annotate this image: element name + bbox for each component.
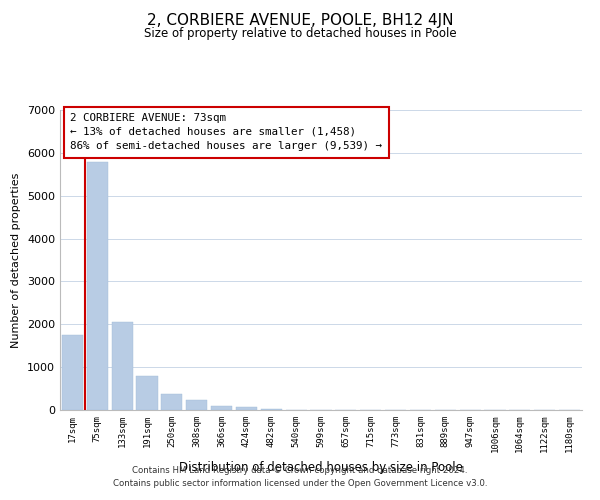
Text: Size of property relative to detached houses in Poole: Size of property relative to detached ho…	[143, 28, 457, 40]
Bar	[211, 406, 232, 410]
Bar	[87, 162, 108, 410]
Text: 2 CORBIERE AVENUE: 73sqm
← 13% of detached houses are smaller (1,458)
86% of sem: 2 CORBIERE AVENUE: 73sqm ← 13% of detach…	[70, 113, 382, 151]
Text: 2, CORBIERE AVENUE, POOLE, BH12 4JN: 2, CORBIERE AVENUE, POOLE, BH12 4JN	[147, 12, 453, 28]
Bar	[186, 400, 207, 410]
Bar	[236, 408, 257, 410]
Bar	[136, 376, 158, 410]
Bar	[161, 394, 182, 410]
X-axis label: Distribution of detached houses by size in Poole: Distribution of detached houses by size …	[179, 461, 463, 474]
Text: Contains HM Land Registry data © Crown copyright and database right 2024.
Contai: Contains HM Land Registry data © Crown c…	[113, 466, 487, 487]
Bar	[112, 322, 133, 410]
Bar	[62, 334, 83, 410]
Bar	[261, 408, 282, 410]
Y-axis label: Number of detached properties: Number of detached properties	[11, 172, 22, 348]
